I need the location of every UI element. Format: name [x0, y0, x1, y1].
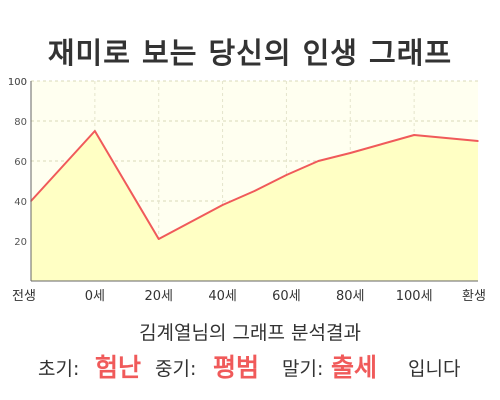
data-point	[221, 204, 224, 206]
data-point	[285, 174, 288, 176]
x-axis-labels: 전생 0세 20세 40세 60세 80세 100세 환생	[12, 289, 486, 304]
axes	[30, 81, 478, 282]
data-point	[94, 130, 96, 132]
result-ending: 입니다	[408, 358, 461, 380]
middle-value: 평범	[213, 353, 260, 382]
early-value: 험난	[95, 353, 142, 382]
x-tick-label: 환생	[462, 289, 486, 304]
x-tick-label: 40세	[208, 289, 237, 304]
x-tick-label: 0세	[85, 289, 105, 304]
y-tick-label: 100	[8, 77, 27, 88]
data-point	[413, 134, 415, 136]
middle-label: 중기:	[155, 358, 197, 380]
y-tick-label: 100	[8, 77, 27, 88]
x-tick-label: 60세	[272, 289, 301, 304]
x-tick-label: 80세	[336, 289, 365, 304]
chart-title: 재미로 보는 당신의 인생 그래프	[47, 36, 453, 70]
y-tick-label: 40	[14, 197, 27, 208]
series-line	[30, 130, 479, 240]
area-fill	[31, 131, 478, 281]
data-point	[349, 152, 352, 154]
x-tick-label: 전생	[12, 289, 36, 304]
late-value: 출세	[331, 353, 378, 382]
x-tick-label: 20세	[144, 289, 173, 304]
analysis-heading: 김계열님의 그래프 분석결과	[139, 322, 361, 344]
analysis-result: 초기: 험난 중기: 평범 말기: 출세 입니다	[0, 346, 500, 386]
data-point	[317, 160, 320, 162]
data-point	[157, 238, 160, 240]
late-label: 말기:	[282, 358, 324, 380]
data-series	[30, 130, 479, 281]
early-label: 초기:	[38, 358, 80, 380]
y-tick-label: 60	[14, 157, 27, 168]
data-point	[477, 140, 479, 142]
y-tick-label: 20	[14, 237, 27, 248]
x-tick-label: 100세	[396, 289, 433, 304]
y-tick-label: 80	[14, 117, 27, 128]
data-point	[253, 190, 256, 192]
